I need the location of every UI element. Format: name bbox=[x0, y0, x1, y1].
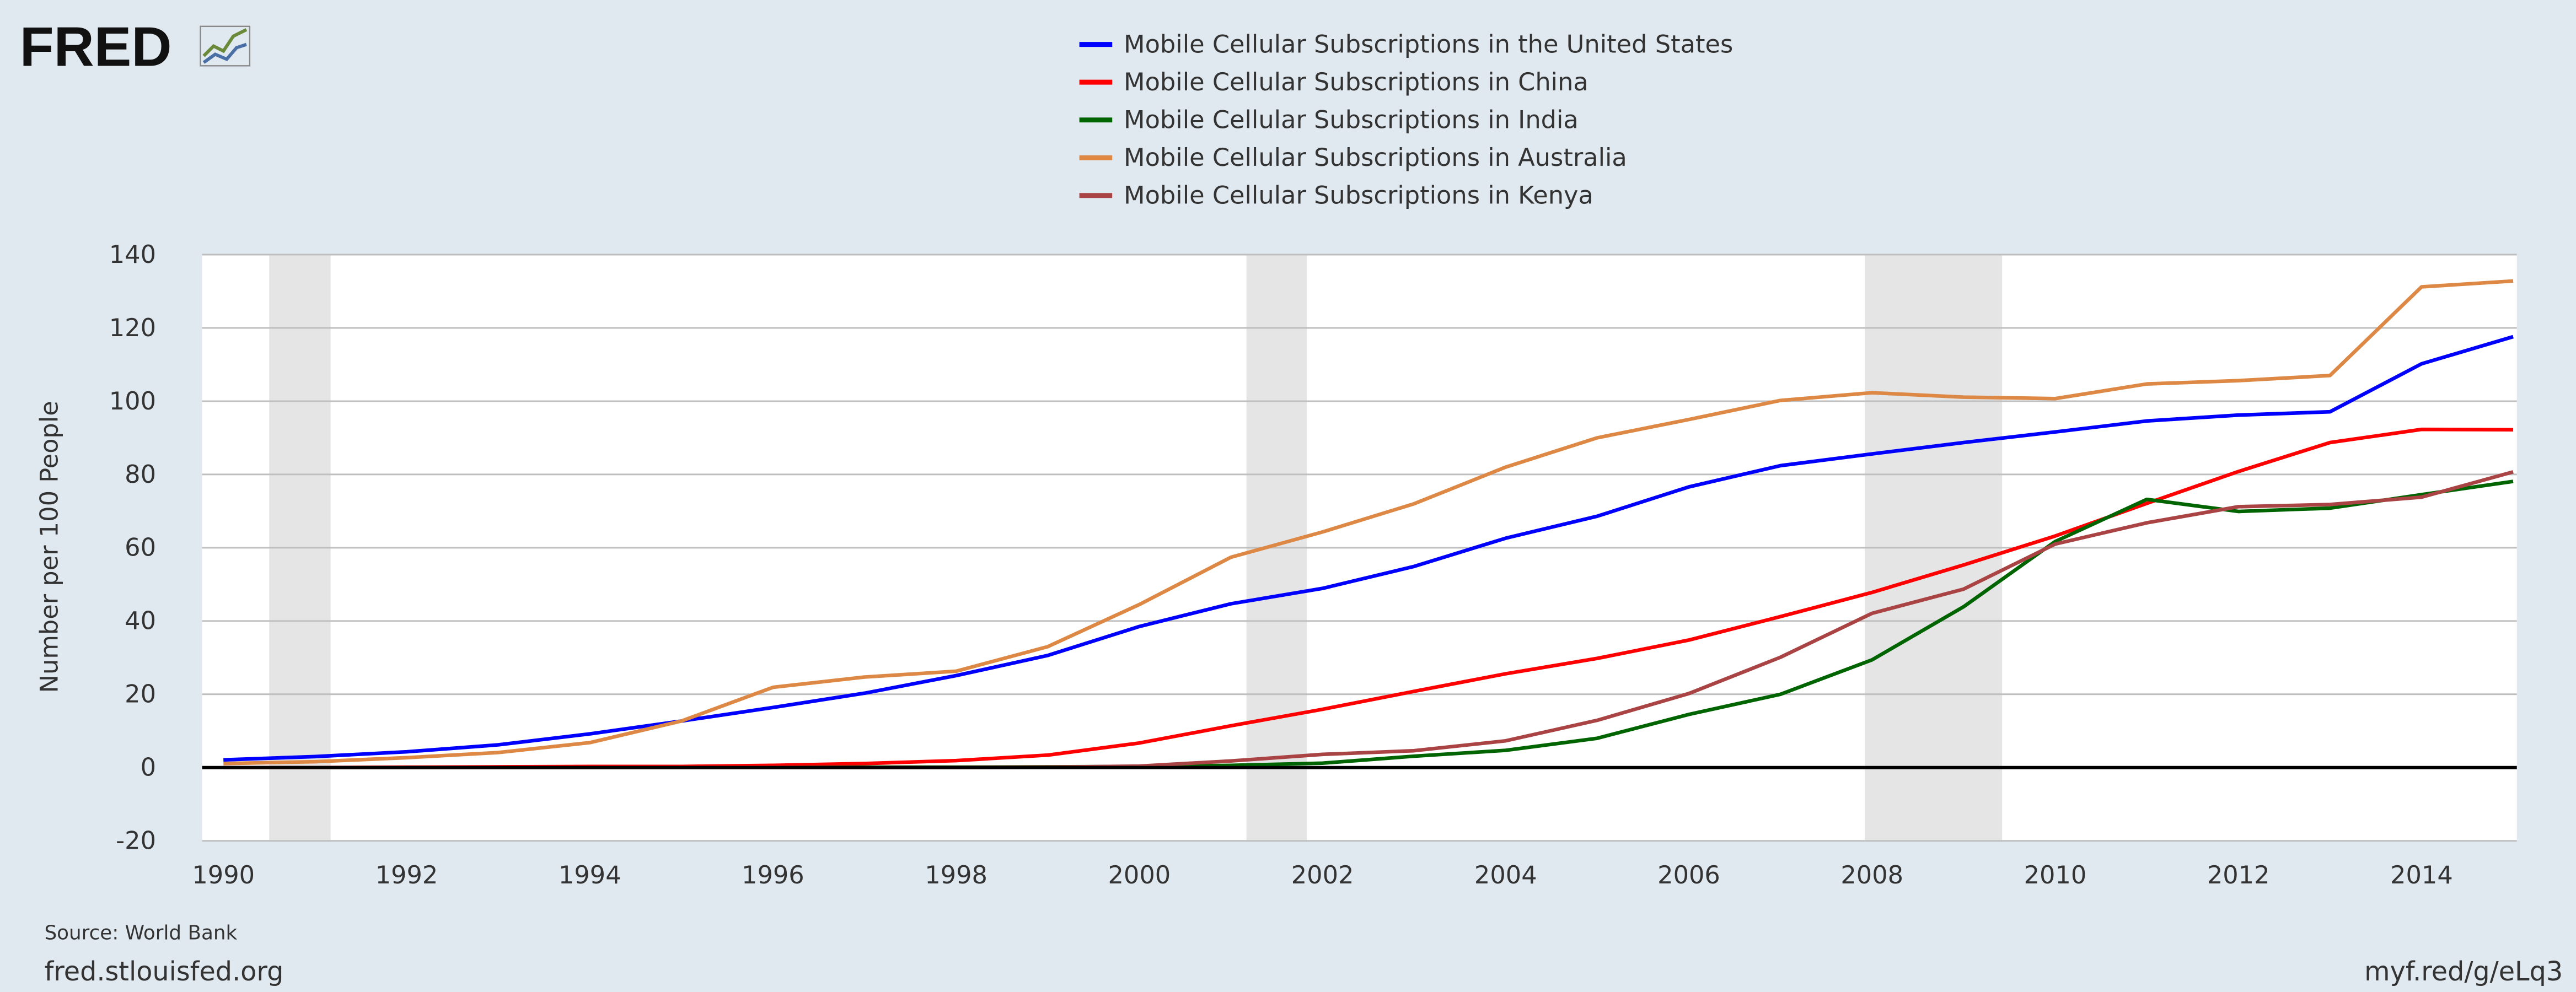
legend-item[interactable]: Mobile Cellular Subscriptions in Kenya bbox=[1079, 181, 1593, 210]
x-tick-label: 1990 bbox=[192, 861, 255, 889]
y-axis-label: Number per 100 People bbox=[35, 401, 63, 693]
legend-item[interactable]: Mobile Cellular Subscriptions in Austral… bbox=[1079, 143, 1627, 172]
legend-label: Mobile Cellular Subscriptions in Austral… bbox=[1124, 143, 1627, 172]
logo-chart-icon bbox=[200, 25, 251, 67]
series-line-0[interactable] bbox=[223, 335, 2514, 762]
x-tick-label: 2014 bbox=[2390, 861, 2453, 889]
y-tick-label: -20 bbox=[116, 827, 156, 855]
legend-label: Mobile Cellular Subscriptions in Kenya bbox=[1124, 181, 1593, 210]
x-tick-label: 2010 bbox=[2024, 861, 2087, 889]
fred-logo[interactable]: FRED bbox=[20, 15, 251, 78]
y-tick-label: 0 bbox=[141, 753, 156, 782]
x-tick-label: 2008 bbox=[1840, 861, 1903, 889]
x-tick-label: 1994 bbox=[559, 861, 621, 889]
x-axis-ticks: 1990 1992 1994 1996 1998 2000 2002 2004 2006 2008… bbox=[192, 861, 2452, 889]
legend-item[interactable]: Mobile Cellular Subscriptions in China bbox=[1079, 68, 1588, 96]
legend-item[interactable]: Mobile Cellular Subscriptions in the Uni… bbox=[1079, 30, 1734, 59]
y-tick-label: 40 bbox=[125, 607, 156, 635]
y-tick-label: 140 bbox=[109, 240, 156, 269]
x-tick-label: 2004 bbox=[1474, 861, 1537, 889]
x-tick-label: 2002 bbox=[1291, 861, 1354, 889]
source-text: Source: World Bank bbox=[44, 921, 237, 944]
logo-text: FRED bbox=[20, 15, 172, 78]
y-axis-ticks: -20 0 20 40 60 80 100 120 140 bbox=[109, 240, 156, 855]
x-tick-label: 2012 bbox=[2207, 861, 2270, 889]
x-tick-label: 1998 bbox=[925, 861, 988, 889]
y-tick-label: 100 bbox=[109, 387, 156, 416]
y-tick-label: 60 bbox=[125, 533, 156, 562]
site-link[interactable]: fred.stlouisfed.org bbox=[44, 957, 283, 987]
series-lines bbox=[202, 279, 2517, 770]
x-tick-label: 2006 bbox=[1657, 861, 1720, 889]
legend-label: Mobile Cellular Subscriptions in the Uni… bbox=[1124, 30, 1733, 59]
legend-label: Mobile Cellular Subscriptions in China bbox=[1124, 68, 1588, 96]
short-url-link[interactable]: myf.red/g/eLq3 bbox=[2364, 957, 2563, 987]
y-tick-label: 120 bbox=[109, 314, 156, 342]
y-tick-label: 80 bbox=[125, 460, 156, 489]
legend-item[interactable]: Mobile Cellular Subscriptions in India bbox=[1079, 106, 1579, 134]
legend-label: Mobile Cellular Subscriptions in India bbox=[1124, 106, 1579, 134]
y-tick-label: 20 bbox=[125, 680, 156, 709]
x-tick-label: 1996 bbox=[742, 861, 804, 889]
x-tick-label: 1992 bbox=[375, 861, 438, 889]
series-line-3[interactable] bbox=[223, 279, 2514, 765]
grid-lines bbox=[202, 254, 2517, 842]
legend: Mobile Cellular Subscriptions in the Uni… bbox=[1079, 30, 1734, 210]
x-tick-label: 2000 bbox=[1108, 861, 1171, 889]
